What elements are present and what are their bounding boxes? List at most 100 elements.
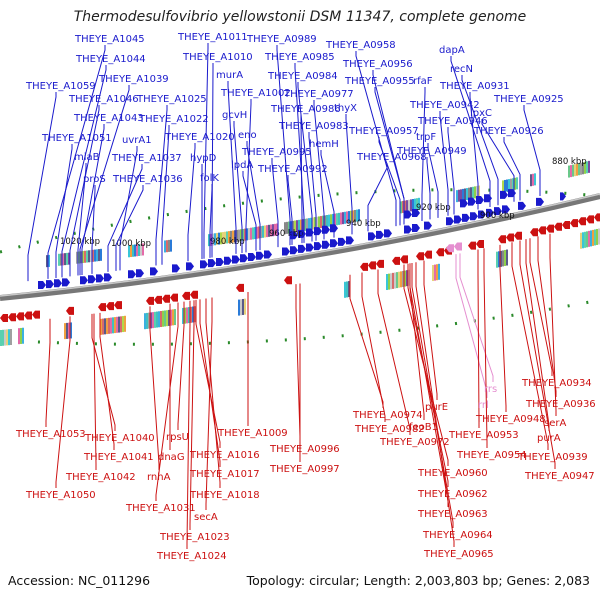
- reverse-gene-arrow: [360, 262, 368, 271]
- reverse-gene-label: THEYE_A0954: [456, 450, 527, 461]
- accession-text: Accession: NC_011296: [8, 573, 151, 588]
- forward-gene-label: rfaF: [413, 76, 433, 87]
- reverse-gene-label: THEYE_A1018: [189, 490, 260, 501]
- feature-block: [464, 188, 466, 201]
- feature-block: [108, 317, 110, 334]
- forward-leader-line: [308, 132, 317, 241]
- forward-leader-line: [287, 175, 293, 245]
- reverse-gene-arrow: [468, 241, 476, 250]
- feature-block: [250, 227, 252, 240]
- reverse-gene-arrow: [154, 295, 162, 304]
- forward-gene-arrow: [264, 250, 272, 259]
- feature-block: [350, 210, 352, 223]
- forward-leader-line: [27, 92, 57, 282]
- reverse-gene-label: THEYE_A0962: [417, 489, 488, 500]
- reverse-gene-label: THEYE_A1031: [125, 503, 196, 514]
- feature-block: [402, 270, 404, 287]
- forward-gene-arrow: [306, 228, 314, 237]
- forward-gene-arrow: [412, 223, 420, 232]
- feature-block: [10, 328, 12, 345]
- forward-gene-arrow: [200, 260, 208, 269]
- forward-leader-line: [276, 45, 291, 246]
- feature-block: [238, 229, 240, 242]
- forward-gene-arrow: [314, 227, 322, 236]
- reverse-gene-arrow: [562, 220, 570, 229]
- feature-block: [232, 230, 234, 243]
- forward-leader-line: [119, 146, 138, 271]
- reverse-leader-line: [511, 242, 549, 450]
- feature-block: [596, 228, 598, 245]
- reverse-gene-label: THEYE_A0997: [269, 464, 340, 475]
- feature-block: [98, 249, 100, 262]
- reverse-gene-arrow: [8, 313, 16, 322]
- feature-block: [592, 229, 594, 246]
- feature-block: [276, 223, 278, 236]
- feature-block: [320, 216, 322, 229]
- forward-leader-line: [374, 87, 405, 225]
- forward-leader-line: [378, 137, 401, 226]
- feature-block: [498, 251, 500, 268]
- feature-block: [258, 226, 260, 239]
- forward-gene-label: hemH: [309, 139, 339, 150]
- forward-gene-arrow: [376, 230, 384, 239]
- forward-gene-arrow: [282, 247, 290, 256]
- reverse-leader-line: [149, 306, 160, 470]
- scale-label: 1020 kbp: [60, 237, 100, 247]
- feature-block: [194, 306, 196, 323]
- feature-block: [456, 190, 458, 203]
- forward-gene-arrow: [502, 205, 510, 214]
- forward-gene-label: THEYE_A0995: [241, 147, 312, 158]
- feature-block: [4, 329, 6, 346]
- feature-block: [584, 231, 586, 248]
- feature-block: [432, 265, 434, 282]
- feature-block: [496, 251, 498, 268]
- reverse-gene-label: THEYE_A1042: [65, 472, 136, 483]
- feature-block: [244, 298, 246, 315]
- forward-leader-line: [313, 100, 325, 240]
- reverse-gene-arrow: [416, 252, 424, 261]
- feature-block: [512, 178, 514, 191]
- forward-gene-arrow: [338, 237, 346, 246]
- forward-leader-line: [211, 63, 214, 258]
- feature-block: [68, 252, 70, 265]
- forward-gene-arrow: [484, 194, 492, 203]
- reverse-gene-arrow: [368, 261, 376, 270]
- feature-block: [192, 306, 194, 323]
- feature-block: [156, 311, 158, 328]
- reverse-leader-line: [411, 262, 454, 528]
- feature-block: [70, 322, 72, 339]
- feature-block: [82, 251, 84, 264]
- feature-block: [358, 209, 360, 222]
- topology-text: Topology: circular; Length: 2,003,803 bp…: [246, 573, 590, 588]
- forward-leader-line: [203, 43, 209, 259]
- forward-gene-label: THEYE_A1043: [73, 113, 144, 124]
- forward-gene-track: [38, 189, 566, 290]
- reverse-leader-line: [519, 240, 556, 469]
- scale-label: 960 kbp: [269, 229, 304, 239]
- reverse-gene-arrow: [514, 231, 522, 240]
- reverse-gene-label: THEYE_A1041: [83, 452, 154, 463]
- forward-gene-arrow: [208, 259, 216, 268]
- forward-leader-line: [427, 143, 439, 218]
- feature-block: [460, 189, 462, 202]
- feature-block: [530, 174, 532, 187]
- feature-block: [298, 219, 300, 232]
- feature-block: [152, 312, 154, 329]
- feature-block: [148, 312, 150, 329]
- reverse-gene-arrow: [392, 256, 400, 265]
- outer-tick-ring-upper: [0, 188, 600, 254]
- feature-block: [582, 232, 584, 249]
- scale-label: 920 kbp: [416, 203, 451, 213]
- feature-block: [136, 244, 138, 257]
- feature-block: [508, 179, 510, 192]
- feature-block: [76, 251, 78, 264]
- reverse-gene-label: THEYE_A1053: [15, 429, 86, 440]
- feature-block: [164, 240, 166, 253]
- feature-block: [312, 217, 314, 230]
- feature-block: [324, 215, 326, 228]
- forward-gene-label: recN: [450, 64, 473, 75]
- forward-leader-line: [115, 185, 144, 271]
- reverse-gene-arrow: [476, 239, 484, 248]
- feature-block: [216, 232, 218, 245]
- forward-gene-label: THEYE_A0977: [283, 89, 354, 100]
